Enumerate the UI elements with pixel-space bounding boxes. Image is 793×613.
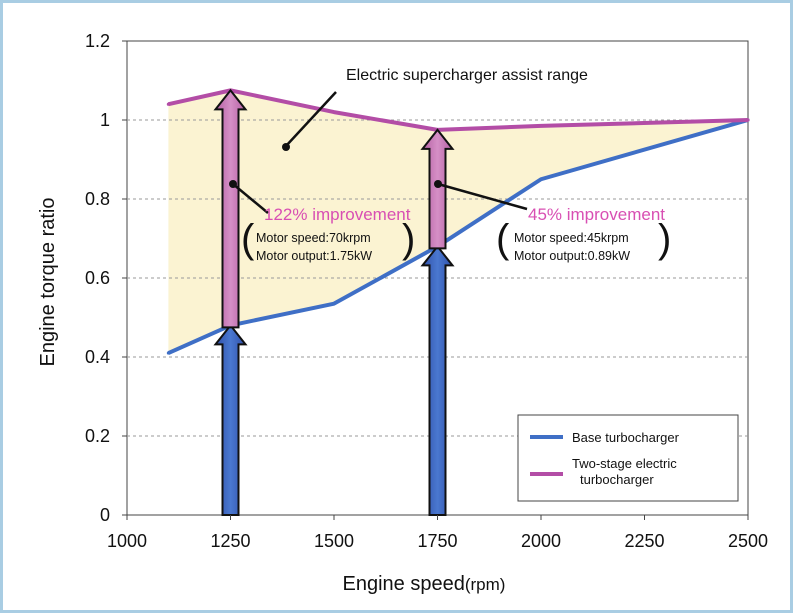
- improvement-arrow-1250: [213, 88, 248, 329]
- dot-122: [229, 180, 237, 188]
- data-point-two-stage: [539, 124, 543, 128]
- x-axis-label: Engine speed: [343, 573, 465, 595]
- y-tick-label: 1: [100, 110, 110, 130]
- paren-left-45: (: [496, 217, 510, 261]
- data-point-base: [539, 177, 543, 181]
- legend-box: [517, 414, 739, 502]
- y-axis-title: Engine torque ratio: [37, 197, 59, 366]
- motor-output-122: Motor output:1.75kW: [256, 249, 372, 263]
- improvement-label-122: 122% improvement: [264, 205, 411, 224]
- base-arrow-1750: [420, 244, 455, 516]
- base-arrow-1250: [213, 323, 248, 516]
- x-tick-label: 2500: [728, 531, 768, 551]
- y-tick-label: 0.2: [85, 426, 110, 446]
- x-tick-label: 2250: [624, 531, 664, 551]
- series-line-base-turbocharger: [167, 118, 749, 355]
- x-tick-label: 1000: [107, 531, 147, 551]
- legend-label-line: turbocharger: [580, 472, 654, 487]
- x-tick-label: 1250: [210, 531, 250, 551]
- improvement-label-45: 45% improvement: [528, 205, 665, 224]
- dot-45: [434, 180, 442, 188]
- y-tick-label: 0: [100, 505, 110, 525]
- assist-range-dot: [282, 143, 290, 151]
- data-point-base: [166, 351, 170, 355]
- legend-label-two-stage: Two-stage electric turbocharger: [572, 456, 677, 487]
- leader-122: [232, 183, 269, 214]
- legend: Base turbocharger Two-stage electric turb…: [517, 414, 739, 502]
- x-axis-title: Engine speed(rpm): [343, 573, 506, 595]
- data-point-two-stage: [332, 110, 336, 114]
- assist-range-fill: [168, 90, 748, 354]
- assist-range-label: Electric supercharger assist range: [346, 67, 588, 84]
- motor-output-45: Motor output:0.89kW: [514, 249, 630, 263]
- y-tick-label: 0.6: [85, 268, 110, 288]
- motor-speed-122: Motor speed:70krpm: [256, 231, 371, 245]
- paren-right-122: ): [402, 217, 415, 261]
- improvement-arrows: [213, 88, 455, 516]
- x-axis-unit: (rpm): [465, 575, 506, 594]
- y-tick-label: 1.2: [85, 31, 110, 51]
- annotations: Electric supercharger assist range 122% …: [229, 67, 671, 263]
- legend-label-base: Base turbocharger: [572, 430, 680, 445]
- x-tick-label: 2000: [521, 531, 561, 551]
- legend-label-line: Two-stage electric: [572, 456, 677, 471]
- x-tick-label: 1500: [314, 531, 354, 551]
- y-tick-label: 0.4: [85, 347, 110, 367]
- assist-range-leader: [285, 91, 337, 147]
- axes: 1000 1250 1500 1750 2000 2250 2500 0 0.2 0.4 0.6 0.…: [85, 31, 768, 551]
- paren-right-45: ): [658, 217, 671, 261]
- leader-45: [437, 182, 528, 211]
- data-point-two-stage: [166, 102, 170, 106]
- x-tick-label: 1750: [417, 531, 457, 551]
- improvement-arrow-1750: [420, 128, 455, 250]
- paren-left-122: (: [241, 217, 255, 261]
- motor-speed-45: Motor speed:45krpm: [514, 231, 629, 245]
- assist-range-fill-group: [168, 90, 748, 354]
- data-point-base: [332, 302, 336, 306]
- series-line-two-stage-turbocharger: [167, 88, 749, 132]
- data-point-two-stage: [746, 118, 750, 122]
- y-tick-label: 0.8: [85, 189, 110, 209]
